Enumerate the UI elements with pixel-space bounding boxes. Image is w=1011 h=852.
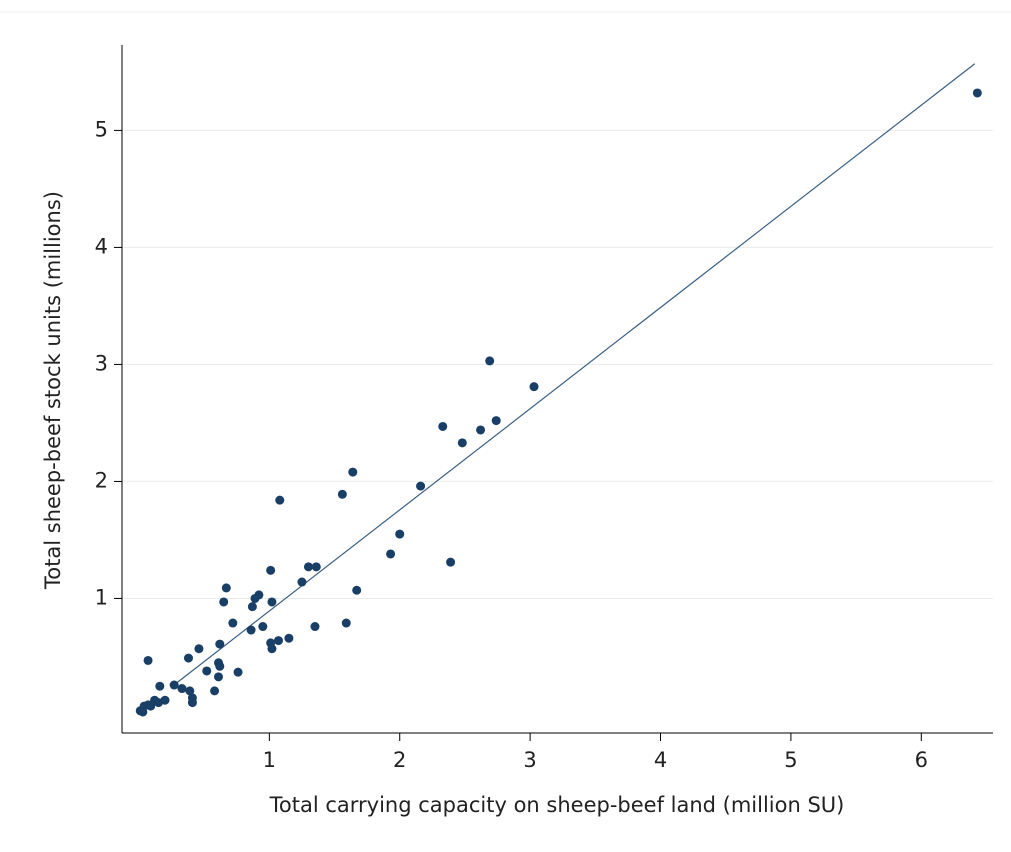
point: [311, 562, 321, 572]
y-tick-label: 2: [95, 468, 108, 492]
point: [529, 382, 539, 392]
x-tick-label: 4: [654, 748, 667, 772]
point: [138, 707, 148, 717]
point: [213, 672, 223, 682]
x-axis-label: Total carrying capacity on sheep-beef la…: [269, 793, 845, 817]
point: [258, 622, 268, 632]
x-tick-label: 1: [263, 748, 276, 772]
point: [485, 356, 495, 366]
point: [221, 583, 231, 593]
point: [395, 529, 405, 539]
point: [183, 653, 193, 663]
point: [275, 495, 285, 505]
point: [215, 639, 225, 649]
fit-line: [175, 63, 976, 685]
x-tick-label: 2: [393, 748, 406, 772]
point: [446, 557, 456, 567]
y-tick-label: 5: [95, 117, 108, 141]
point: [143, 655, 153, 665]
point: [273, 636, 283, 646]
y-tick-label: 4: [95, 234, 108, 258]
y-tick-label: 1: [95, 585, 108, 609]
point: [297, 577, 307, 587]
x-tick-label: 6: [915, 748, 928, 772]
point: [310, 622, 320, 632]
point: [155, 681, 165, 691]
point: [348, 467, 358, 477]
point: [438, 421, 448, 431]
y-tick-label: 3: [95, 351, 108, 375]
point: [386, 549, 396, 559]
point: [341, 618, 351, 628]
point: [185, 686, 195, 696]
x-tick-label: 5: [784, 748, 797, 772]
point: [146, 701, 156, 711]
y-axis-label: Total sheep-beef stock units (millions): [41, 191, 65, 590]
point: [267, 597, 277, 607]
point: [169, 680, 179, 690]
point: [284, 633, 294, 643]
point: [266, 565, 276, 575]
point: [219, 597, 229, 607]
point: [457, 438, 467, 448]
point: [267, 644, 277, 654]
point: [972, 88, 982, 98]
point: [250, 593, 260, 603]
point: [337, 489, 347, 499]
point: [202, 666, 212, 676]
point: [233, 667, 243, 677]
point: [246, 625, 256, 635]
point: [210, 686, 220, 696]
point: [215, 661, 225, 671]
point: [187, 698, 197, 708]
point: [247, 602, 257, 612]
point: [154, 698, 164, 708]
x-tick-label: 3: [523, 748, 536, 772]
point: [177, 684, 187, 694]
point: [476, 425, 486, 435]
point: [352, 585, 362, 595]
point: [228, 618, 238, 628]
point: [416, 481, 426, 491]
point: [194, 644, 204, 654]
point: [491, 416, 501, 426]
point: [303, 562, 313, 572]
